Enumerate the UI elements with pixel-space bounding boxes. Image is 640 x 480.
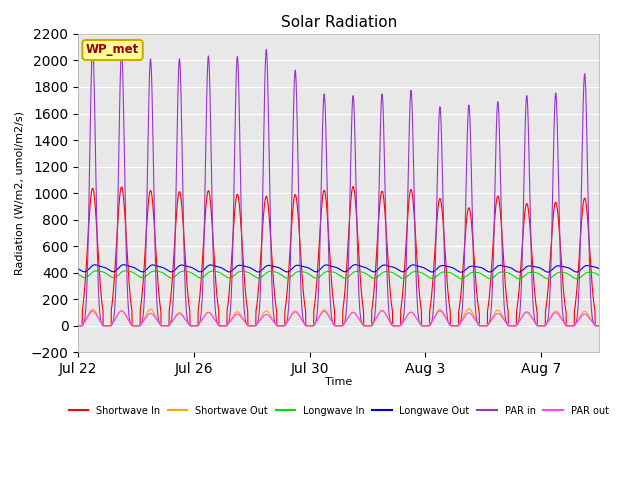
Longwave In: [93, 268, 100, 274]
Longwave In: [384, 269, 392, 275]
Longwave Out: [249, 266, 257, 272]
PAR in: [589, 320, 597, 325]
Line: Longwave In: Longwave In: [78, 271, 599, 279]
PAR out: [168, 320, 175, 325]
Longwave Out: [589, 264, 597, 270]
X-axis label: Time: Time: [325, 377, 352, 387]
PAR out: [589, 320, 597, 326]
Longwave Out: [74, 266, 82, 272]
Legend: Shortwave In, Shortwave Out, Longwave In, Longwave Out, PAR in, PAR out: Shortwave In, Shortwave Out, Longwave In…: [65, 402, 612, 420]
Longwave Out: [457, 269, 465, 275]
PAR out: [595, 323, 603, 329]
Longwave In: [74, 271, 82, 277]
Shortwave In: [589, 296, 597, 301]
Line: Shortwave In: Shortwave In: [78, 187, 599, 326]
Title: Solar Radiation: Solar Radiation: [280, 15, 397, 30]
Longwave Out: [95, 263, 103, 269]
Shortwave In: [249, 323, 257, 329]
Shortwave In: [168, 288, 175, 293]
Longwave Out: [168, 269, 175, 275]
Longwave Out: [171, 267, 179, 273]
PAR in: [74, 323, 82, 329]
Shortwave In: [74, 323, 82, 329]
Shortwave In: [349, 184, 357, 190]
PAR in: [168, 316, 175, 322]
Line: PAR out: PAR out: [78, 311, 599, 326]
Longwave Out: [595, 266, 603, 272]
Shortwave Out: [595, 323, 603, 329]
Shortwave Out: [589, 320, 597, 325]
Longwave In: [171, 274, 179, 280]
PAR out: [378, 308, 386, 313]
Longwave In: [168, 275, 175, 281]
Shortwave Out: [465, 306, 473, 312]
PAR in: [595, 323, 603, 329]
PAR out: [384, 316, 392, 322]
Longwave In: [589, 270, 597, 276]
Shortwave In: [384, 260, 392, 266]
PAR out: [249, 323, 257, 329]
Longwave In: [95, 268, 103, 274]
Shortwave Out: [95, 316, 103, 322]
Line: Longwave Out: Longwave Out: [78, 264, 599, 272]
Longwave Out: [384, 263, 392, 269]
Shortwave In: [171, 243, 179, 249]
Shortwave Out: [249, 323, 257, 329]
PAR in: [249, 323, 257, 329]
Line: PAR in: PAR in: [78, 48, 599, 326]
Shortwave Out: [171, 315, 179, 321]
PAR in: [89, 45, 97, 50]
Shortwave In: [95, 267, 103, 273]
Line: Shortwave Out: Shortwave Out: [78, 309, 599, 326]
Text: WP_met: WP_met: [86, 44, 140, 57]
PAR in: [95, 304, 103, 310]
PAR out: [171, 316, 179, 322]
PAR in: [171, 259, 179, 265]
Y-axis label: Radiation (W/m2, umol/m2/s): Radiation (W/m2, umol/m2/s): [15, 111, 25, 275]
Longwave In: [573, 276, 580, 282]
PAR out: [95, 317, 103, 323]
Longwave In: [249, 273, 257, 278]
Longwave Out: [351, 262, 359, 267]
Longwave In: [595, 273, 603, 278]
PAR in: [384, 298, 392, 303]
Shortwave Out: [74, 323, 82, 329]
Shortwave Out: [384, 316, 392, 322]
PAR out: [74, 323, 82, 329]
Shortwave In: [595, 323, 603, 329]
Shortwave Out: [168, 319, 175, 325]
